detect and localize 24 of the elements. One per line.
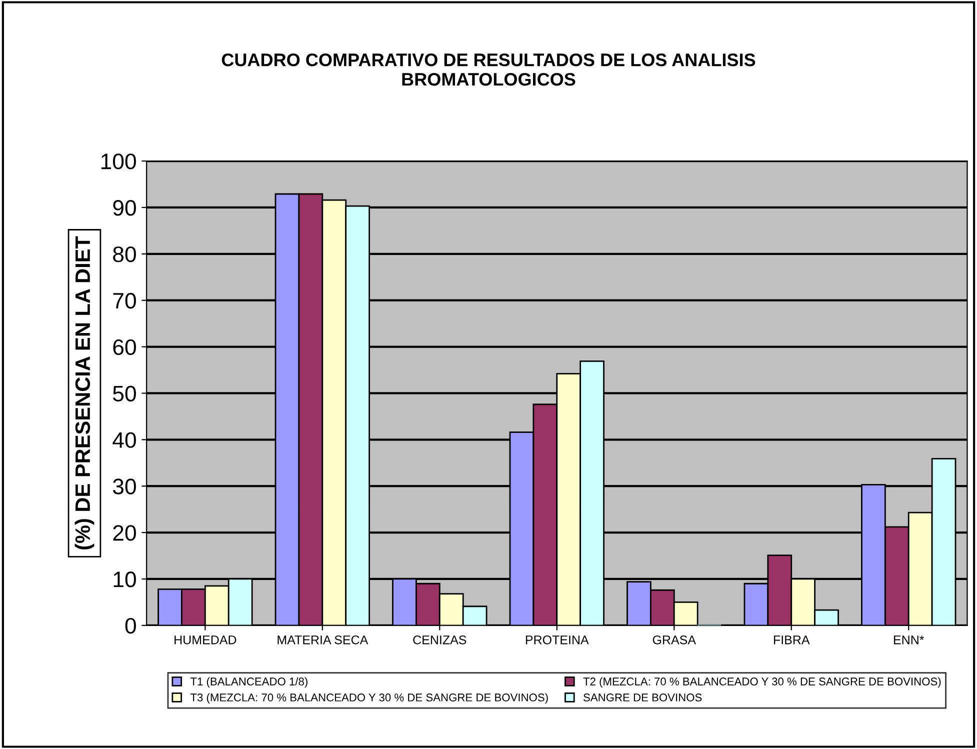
- x-tick-label: HUMEDAD: [174, 636, 236, 644]
- y-tick-label: 40: [112, 432, 136, 448]
- legend-label: SANGRE DE BOVINOS: [584, 694, 702, 702]
- x-tick-label: ENN*: [894, 636, 924, 644]
- y-tick-label: 50: [113, 386, 136, 402]
- y-tick-label: 0: [125, 618, 136, 634]
- x-tick-label: CENIZAS: [413, 635, 466, 644]
- y-tick-label: 30: [112, 478, 136, 494]
- y-tick-label: 80: [113, 246, 136, 262]
- legend-label: T2 (MEZCLA: 70 % BALANCEADO Y 30 % DE SANGRE DE BOVINOS): [583, 677, 941, 688]
- y-tick-label: 70: [113, 292, 136, 309]
- y-tick-label: 10: [114, 572, 136, 588]
- y-axis-title: (%) DE PRESENCIA EN LA DIET: [74, 236, 94, 550]
- legend-label: T3 (MEZCLA: 70 % BALANCEADO Y 30 % DE SANGRE DE BOVINOS): [190, 693, 548, 704]
- y-tick-label: 90: [113, 200, 136, 216]
- x-tick-label: MATERIA SECA: [278, 635, 368, 644]
- y-tick-label: 100: [101, 154, 136, 170]
- y-tick-label: 20: [113, 525, 136, 541]
- x-tick-label: PROTEINA: [526, 635, 589, 644]
- x-tick-label: FIBRA: [774, 636, 810, 644]
- x-tick-label: GRASA: [652, 635, 696, 644]
- legend-label: T1 (BALANCEADO 1/8): [190, 677, 308, 688]
- chart-title: CUADRO COMPARATIVO DE RESULTADOS DE LOS ANALISIS BROMATOLOGICOS: [222, 53, 756, 86]
- y-tick-label: 60: [113, 339, 136, 356]
